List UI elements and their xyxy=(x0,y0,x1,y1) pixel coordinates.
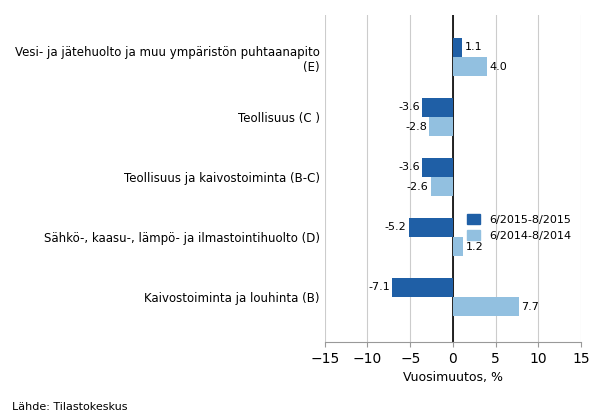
Bar xyxy=(422,98,453,117)
Bar xyxy=(453,297,518,316)
Bar xyxy=(453,237,463,256)
Text: -3.6: -3.6 xyxy=(399,102,420,112)
Text: -2.6: -2.6 xyxy=(407,182,428,192)
Text: 1.2: 1.2 xyxy=(465,242,483,252)
Text: -5.2: -5.2 xyxy=(385,223,407,233)
Legend: 6/2015-8/2015, 6/2014-8/2014: 6/2015-8/2015, 6/2014-8/2014 xyxy=(462,210,575,245)
Text: 7.7: 7.7 xyxy=(521,302,539,312)
Text: -3.6: -3.6 xyxy=(399,162,420,173)
Bar xyxy=(408,218,453,237)
Bar xyxy=(422,158,453,177)
Text: 1.1: 1.1 xyxy=(465,42,482,52)
Text: 4.0: 4.0 xyxy=(489,62,507,72)
Bar xyxy=(453,38,462,57)
Text: -2.8: -2.8 xyxy=(405,121,427,131)
Text: Lähde: Tilastokeskus: Lähde: Tilastokeskus xyxy=(12,402,128,412)
X-axis label: Vuosimuutos, %: Vuosimuutos, % xyxy=(403,371,503,384)
Text: -7.1: -7.1 xyxy=(368,282,390,292)
Bar xyxy=(392,278,453,297)
Bar xyxy=(429,117,453,136)
Bar xyxy=(431,177,453,196)
Bar xyxy=(453,57,487,76)
